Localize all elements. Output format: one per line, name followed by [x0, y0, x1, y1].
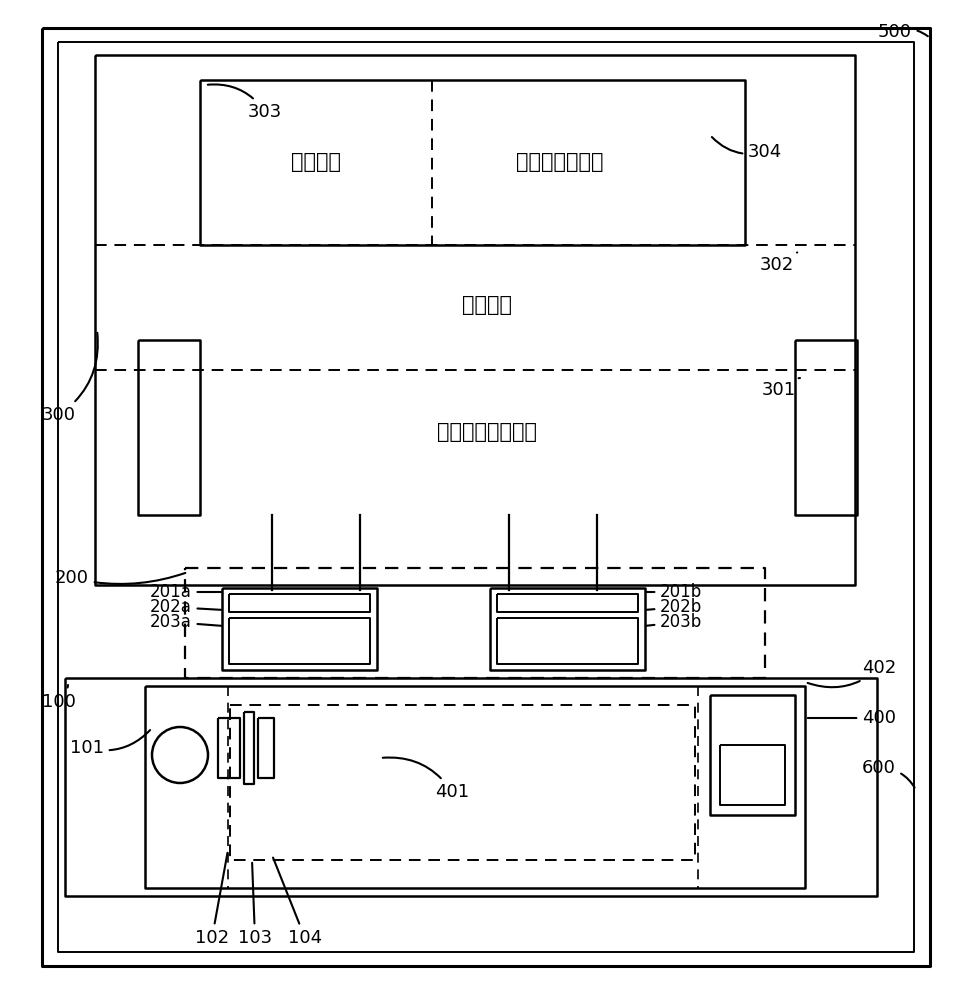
Text: 203a: 203a [150, 613, 221, 631]
Text: 102: 102 [195, 853, 229, 947]
Text: 400: 400 [807, 709, 896, 727]
Text: 103: 103 [238, 863, 272, 947]
Text: 402: 402 [807, 659, 896, 687]
Text: 203b: 203b [647, 613, 702, 631]
Text: 302: 302 [760, 252, 798, 274]
Text: 101: 101 [70, 730, 150, 757]
Text: 202b: 202b [647, 598, 702, 616]
Text: 存储、传输电路: 存储、传输电路 [516, 152, 604, 172]
Text: 303: 303 [207, 84, 282, 121]
Text: 模拟信号处理电路: 模拟信号处理电路 [437, 422, 537, 442]
Text: 微控制器: 微控制器 [462, 295, 512, 315]
Text: 104: 104 [273, 858, 322, 947]
Text: 500: 500 [878, 23, 928, 41]
Text: 201a: 201a [150, 583, 221, 601]
Text: 304: 304 [712, 137, 782, 161]
Text: 600: 600 [862, 759, 915, 788]
Text: 202a: 202a [150, 598, 221, 616]
Text: 电源电路: 电源电路 [291, 152, 341, 172]
Text: 201b: 201b [647, 583, 702, 601]
Text: 301: 301 [762, 378, 800, 399]
Text: 200: 200 [55, 569, 185, 587]
Text: 300: 300 [42, 333, 97, 424]
Text: 401: 401 [383, 758, 469, 801]
Text: 100: 100 [42, 685, 76, 711]
